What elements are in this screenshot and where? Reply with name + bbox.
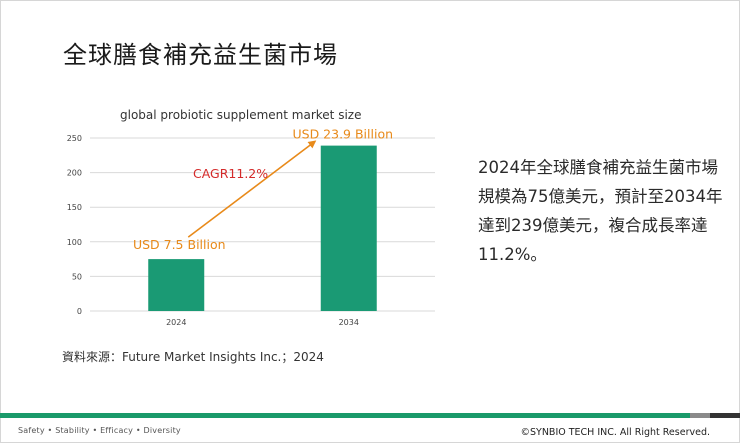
- footer-accent-grey: [690, 413, 710, 418]
- y-tick-label: 0: [77, 307, 82, 316]
- description-text: 2024年全球膳食補充益生菌市場規模為75億美元，預計至2034年達到239億美…: [478, 158, 723, 264]
- slide-title: 全球膳食補充益生菌市場: [63, 41, 338, 69]
- bar: [148, 259, 205, 311]
- source-citation: 資料來源：Future Market Insights Inc.；2024: [62, 350, 324, 364]
- y-tick-label: 250: [67, 134, 82, 143]
- y-tick-label: 50: [72, 272, 82, 281]
- cagr-label: CAGR11.2%: [193, 166, 268, 181]
- footer-bar: [0, 413, 740, 418]
- y-tick-label: 100: [67, 238, 82, 247]
- y-tick-label: 200: [67, 169, 82, 178]
- start-value-label: USD 7.5 Billion: [133, 237, 226, 252]
- bar-chart: global probiotic supplement market size …: [67, 108, 435, 327]
- footer-copyright: ©SYNBIO TECH INC. All Right Reserved.: [520, 427, 710, 438]
- growth-arrow: [187, 140, 317, 238]
- footer-tagline: Safety • Stability • Efficacy • Diversit…: [18, 426, 181, 435]
- x-tick-label: 2034: [339, 318, 359, 327]
- footer-accent-dark: [710, 413, 740, 418]
- x-tick-label: 2024: [166, 318, 186, 327]
- chart-title: global probiotic supplement market size: [120, 108, 361, 122]
- y-tick-label: 150: [67, 203, 82, 212]
- end-value-label: USD 23.9 Billion: [292, 127, 393, 142]
- bar: [320, 145, 377, 311]
